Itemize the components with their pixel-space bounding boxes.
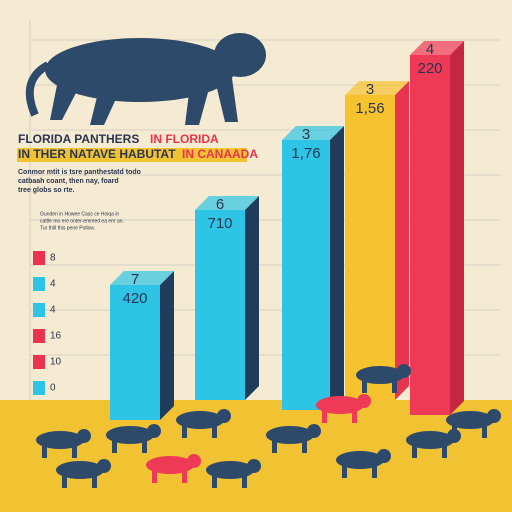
legend-label: 4 xyxy=(50,305,56,316)
legend-label: 0 xyxy=(50,383,56,394)
panther-leg xyxy=(212,474,217,488)
bar-label: 220 xyxy=(417,60,442,77)
panther-leg xyxy=(352,409,357,423)
title-line1: FLORIDA PANTHERS xyxy=(18,132,139,146)
bar-rank: 7 xyxy=(131,271,139,288)
bar-top xyxy=(195,196,259,210)
bar-rank: 6 xyxy=(216,196,224,213)
panther-head xyxy=(487,409,501,423)
blurb-line: catbaah coant, then nay, foard xyxy=(18,178,119,185)
bar-side xyxy=(395,81,409,400)
legend-swatch xyxy=(33,381,45,395)
bar-top xyxy=(345,81,409,95)
panther-leg xyxy=(142,439,147,453)
panther-leg xyxy=(322,409,327,423)
small-panthers xyxy=(36,364,501,488)
panther-leg xyxy=(392,379,397,393)
legend-label: 16 xyxy=(50,331,62,342)
bar-side xyxy=(245,196,259,400)
legend-swatch xyxy=(33,329,45,343)
bar-front xyxy=(110,285,160,420)
blurb: Conmor mtit is tsre panthestatd todo catb… xyxy=(18,169,141,194)
panther-leg xyxy=(442,444,447,458)
title-line2: IN THER NATAVE HABUTAT xyxy=(18,147,176,161)
panther-leg xyxy=(362,379,367,393)
panther-head xyxy=(217,409,231,423)
title-line1-red: IN FLORIDA xyxy=(150,132,219,146)
bar-side xyxy=(450,41,464,415)
panther-leg xyxy=(182,424,187,438)
panther-leg xyxy=(212,424,217,438)
panther-head xyxy=(247,459,261,473)
legend-swatch xyxy=(33,277,45,291)
panther-head xyxy=(77,429,91,443)
panther-leg xyxy=(152,469,157,483)
panther-head xyxy=(187,454,201,468)
panther-head xyxy=(147,424,161,438)
panther-head xyxy=(97,459,111,473)
legend-label: 8 xyxy=(50,253,56,264)
bar-label: 1,76 xyxy=(291,145,320,162)
legend-label: 10 xyxy=(50,357,62,368)
note-line: Gunden in Howee Cass ce Hoiqa in xyxy=(40,211,119,217)
panther-leg xyxy=(272,439,277,453)
panther-leg xyxy=(42,444,47,458)
panther-head xyxy=(357,394,371,408)
panther-leg xyxy=(242,474,247,488)
bar-label: 710 xyxy=(207,215,232,232)
bar-top xyxy=(282,126,344,140)
panther-leg xyxy=(412,444,417,458)
title-highlight xyxy=(17,148,247,162)
ground xyxy=(0,400,512,512)
bar-side xyxy=(330,126,344,410)
big-panther xyxy=(25,33,266,125)
panther-leg xyxy=(182,469,187,483)
blurb-line: tree globs so rte. xyxy=(18,187,74,194)
legend-swatch xyxy=(33,303,45,317)
panther-leg xyxy=(112,439,117,453)
blurb-line: Conmor mtit is tsre panthestatd todo xyxy=(18,169,141,176)
bar-front xyxy=(345,95,395,400)
panther-leg xyxy=(62,474,67,488)
bar-side xyxy=(160,271,174,420)
bar-rank: 3 xyxy=(366,81,374,98)
legend-swatch xyxy=(33,355,45,369)
bar-rank: 3 xyxy=(302,126,310,143)
bar-rank: 4 xyxy=(426,41,434,58)
legend: 8 4 4 16 10 0 xyxy=(33,251,62,395)
bar-front xyxy=(282,140,330,410)
legend-label: 4 xyxy=(50,279,56,290)
bar-top xyxy=(410,41,464,55)
bars: 7 420 6 710 3 1,76 3 1,56 4 220 xyxy=(110,41,464,420)
bar-label: 420 xyxy=(122,290,147,307)
bar-top xyxy=(110,271,174,285)
bar-front xyxy=(410,55,450,415)
panther-head xyxy=(307,424,321,438)
note-line: Tur thill this pene Pollow. xyxy=(40,225,95,231)
panther-leg xyxy=(482,424,487,438)
panther-head xyxy=(397,364,411,378)
title-line2-red: IN CANAADA xyxy=(182,147,258,161)
panther-leg xyxy=(302,439,307,453)
note-line: cattle mo ere onter-emmed ea enr an. xyxy=(40,218,124,224)
legend-swatch xyxy=(33,251,45,265)
panther-leg xyxy=(342,464,347,478)
bar-front xyxy=(195,210,245,400)
panther-head xyxy=(377,449,391,463)
panther-leg xyxy=(452,424,457,438)
panther-leg xyxy=(72,444,77,458)
panther-leg xyxy=(372,464,377,478)
panther-leg xyxy=(92,474,97,488)
bar-label: 1,56 xyxy=(355,100,384,117)
